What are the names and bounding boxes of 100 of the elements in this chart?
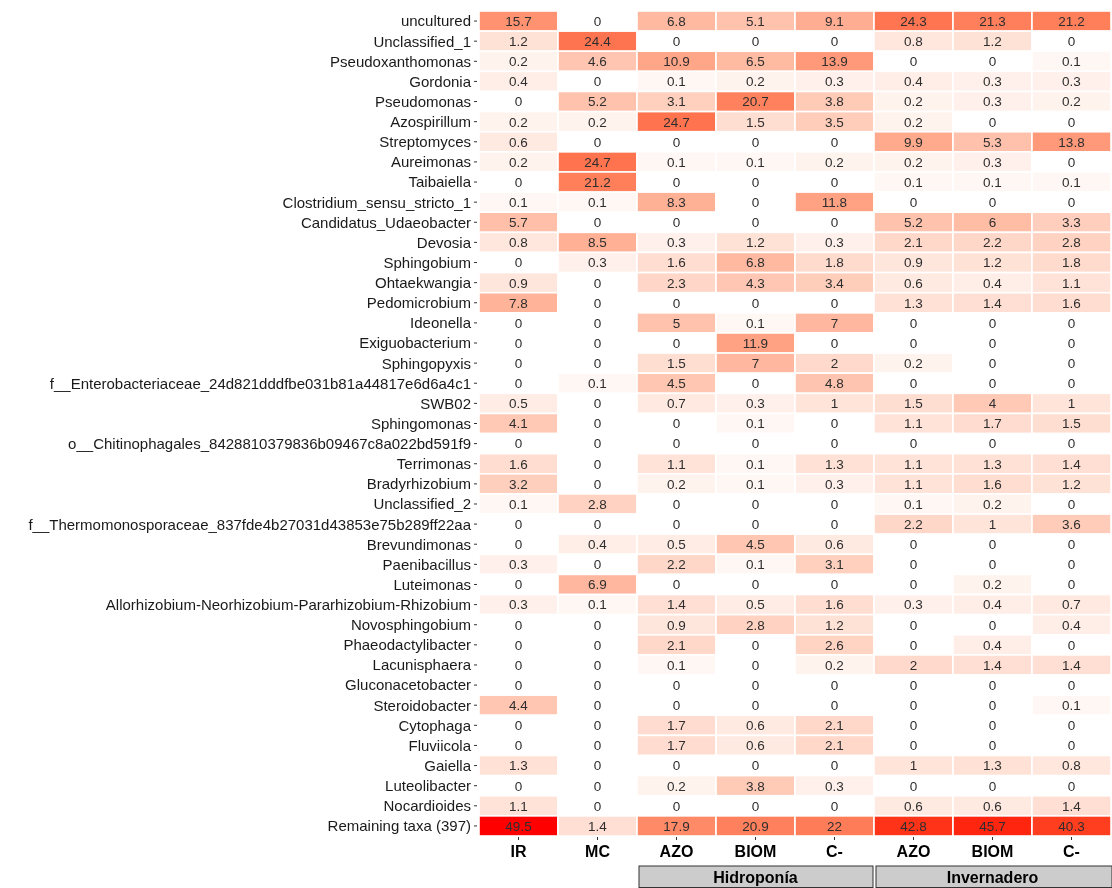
data-label: 24.3 <box>900 13 927 29</box>
data-label: 0 <box>593 134 602 150</box>
data-label: 1.1 <box>904 416 923 432</box>
data-label: 0 <box>830 436 839 452</box>
data-label: 0 <box>593 275 602 291</box>
data-label: 1.4 <box>983 295 1003 311</box>
data-label: 0.3 <box>825 74 844 90</box>
data-label: 0.2 <box>588 114 607 130</box>
data-label: 0.3 <box>983 154 1002 170</box>
data-label: 0 <box>672 295 681 311</box>
data-label: 0.2 <box>983 577 1002 593</box>
data-label: 0 <box>593 13 602 29</box>
data-label: 1.2 <box>1062 476 1081 492</box>
data-label: 1.7 <box>667 738 686 754</box>
data-label: 11.9 <box>742 335 769 351</box>
data-label: 1.2 <box>509 34 528 50</box>
data-label: 0.1 <box>509 496 528 512</box>
data-label: 0 <box>751 195 760 211</box>
data-label: 0 <box>514 537 523 553</box>
data-label: 1.3 <box>509 758 528 774</box>
y-tick-label: Ohtaekwangia <box>375 274 472 292</box>
data-label: 0 <box>672 215 681 231</box>
y-tick-label: Gaiella <box>424 756 472 774</box>
data-label: 0 <box>514 315 523 331</box>
data-label: 0.4 <box>983 275 1003 291</box>
y-tick-label: Brevundimonas <box>366 535 471 553</box>
y-tick-label: Cytophaga <box>398 716 472 734</box>
data-label: 0 <box>830 34 839 50</box>
data-label: 9.1 <box>825 13 844 29</box>
data-label: 7 <box>751 355 760 371</box>
data-label: 0.1 <box>588 597 607 613</box>
y-tick-label: Devosia <box>416 233 472 251</box>
data-label: 0 <box>830 758 839 774</box>
data-label: 2.2 <box>983 235 1002 251</box>
data-label: 0 <box>909 315 918 331</box>
data-label: 0 <box>593 335 602 351</box>
data-label: 5.2 <box>904 215 923 231</box>
data-label: 0 <box>672 798 681 814</box>
data-label: 42.8 <box>900 818 927 834</box>
data-label: 24.7 <box>663 114 690 130</box>
data-label: 0.2 <box>904 154 923 170</box>
data-label: 0.3 <box>825 235 844 251</box>
y-tick-label: uncultured <box>400 12 471 30</box>
data-label: 0.1 <box>667 154 686 170</box>
data-label: 0 <box>593 215 602 231</box>
data-label: 0 <box>593 778 602 794</box>
data-label: 2 <box>909 657 918 673</box>
x-tick-label: BIOM <box>971 843 1014 860</box>
data-label: 0.4 <box>509 74 529 90</box>
data-label: 0 <box>830 577 839 593</box>
data-label: 9.9 <box>904 134 923 150</box>
data-label: 0 <box>988 738 997 754</box>
data-label: 0.3 <box>509 557 528 573</box>
data-label: 11.8 <box>821 195 848 211</box>
data-label: 10.9 <box>663 54 690 70</box>
data-label: 0 <box>1067 114 1076 130</box>
data-label: 0.8 <box>904 34 923 50</box>
y-tick-label: Remaining taxa (397) <box>327 817 471 835</box>
data-label: 1.4 <box>1062 798 1082 814</box>
data-label: 0.8 <box>1062 758 1081 774</box>
data-label: 0 <box>593 617 602 633</box>
y-tick-label: Exiguobacterium <box>359 334 471 352</box>
data-label: 2.8 <box>746 617 765 633</box>
data-label: 0.7 <box>1062 597 1081 613</box>
data-label: 0 <box>751 677 760 693</box>
data-label: 1.4 <box>1062 657 1082 673</box>
x-tick-label: IR <box>510 843 527 860</box>
data-label: 2.1 <box>904 235 923 251</box>
data-label: 0.8 <box>509 235 528 251</box>
data-label: 7 <box>830 315 839 331</box>
data-label: 0 <box>1067 738 1076 754</box>
data-label: 0 <box>514 335 523 351</box>
data-label: 0.6 <box>904 275 923 291</box>
data-label: 0.9 <box>509 275 528 291</box>
data-label: 0.1 <box>1062 698 1081 714</box>
data-label: 0 <box>909 54 918 70</box>
data-label: 1.8 <box>825 255 844 271</box>
data-label: 1.1 <box>904 456 923 472</box>
data-label: 7.8 <box>509 295 528 311</box>
data-label: 0.4 <box>904 74 924 90</box>
data-label: 0 <box>909 436 918 452</box>
data-label: 3.1 <box>825 557 844 573</box>
data-label: 6.8 <box>746 255 765 271</box>
data-label: 0 <box>1067 496 1076 512</box>
data-label: 0 <box>514 637 523 653</box>
data-label: 13.9 <box>821 54 848 70</box>
data-label: 1.4 <box>588 818 608 834</box>
data-label: 0 <box>909 376 918 392</box>
data-label: 0 <box>1067 315 1076 331</box>
data-label: 0 <box>751 436 760 452</box>
data-label: 0 <box>909 698 918 714</box>
data-label: 0.1 <box>746 154 765 170</box>
data-label: 0 <box>514 174 523 190</box>
data-label: 0 <box>830 295 839 311</box>
y-tick-label: Sphingobium <box>383 253 471 271</box>
data-label: 0.2 <box>509 154 528 170</box>
y-tick-label: Pseudoxanthomonas <box>330 52 471 70</box>
y-tick-label: Gordonia <box>409 72 472 90</box>
data-label: 3.8 <box>825 94 844 110</box>
data-label: 0.1 <box>746 456 765 472</box>
